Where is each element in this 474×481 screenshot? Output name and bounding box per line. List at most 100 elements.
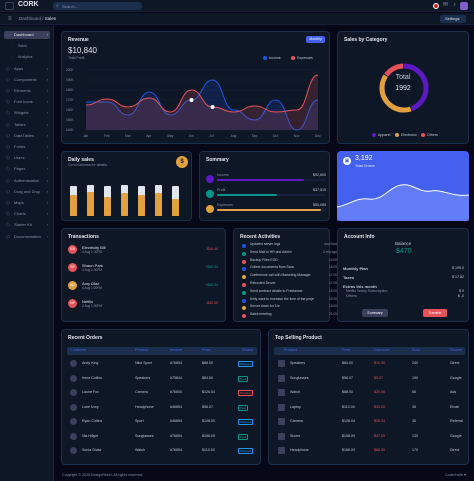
sidebar-item[interactable]: ◇ Components › — [4, 76, 50, 84]
column-header[interactable]: Product — [284, 348, 298, 352]
sidebar-item[interactable]: ◇ Pages › — [4, 165, 50, 173]
column-header[interactable]: Source — [450, 348, 463, 352]
table-row[interactable]: Watch $88.00 $20.00 66 Ads — [269, 389, 470, 401]
product-name: Watch — [135, 448, 146, 452]
data-point[interactable] — [189, 98, 194, 102]
daily-bar-fill — [104, 197, 111, 216]
sidebar-item[interactable]: ◇ Charts › — [4, 210, 50, 218]
sidebar: ◇ Dashboard › · Sales · Analytics ◇ Apps › ◇ Compon… — [0, 26, 54, 481]
sidebar-item[interactable]: ◇ Starter Kit › — [4, 221, 50, 229]
daily-bar[interactable] — [155, 185, 162, 216]
sidebar-item[interactable]: ◇ Documentation › — [4, 233, 50, 241]
column-header[interactable]: Product — [135, 348, 149, 352]
language-flag-icon[interactable] — [433, 3, 439, 9]
sidebar-item[interactable]: · Sales — [4, 42, 50, 50]
column-header[interactable]: Discount — [374, 348, 389, 352]
transaction-row[interactable]: AD Amy Diaz 4 Aug 1:00PM +$66.44 — [68, 279, 218, 295]
column-header[interactable]: Price — [342, 348, 351, 352]
daily-bar[interactable] — [70, 186, 77, 216]
activity-item[interactable]: Rebooted Server 17:00 — [242, 281, 337, 290]
sidebar-item[interactable]: ◇ Font Icons › — [4, 98, 50, 106]
sidebar-item[interactable]: ◇ Apps › — [4, 65, 50, 73]
sidebar-item[interactable]: ◇ Elements › — [4, 87, 50, 95]
table-row[interactable]: Sunglasses $56.07 $5.07 190 Google — [269, 374, 470, 387]
activity-item[interactable]: Send Mail to HR and Admin 2 min ago — [242, 250, 337, 259]
table-row[interactable]: Shoes $108.09 $47.09 130 Google — [269, 432, 470, 445]
sidebar-item[interactable]: ◇ DataTables › — [4, 132, 50, 140]
daily-bar[interactable] — [121, 185, 128, 216]
sidebar-item[interactable]: ◇ Forms › — [4, 143, 50, 151]
table-row[interactable]: Laurie Fox Camera #76800 $126.04 Pending — [62, 389, 262, 401]
sidebar-item-label: Charts — [14, 211, 26, 217]
column-header[interactable]: Sold — [412, 348, 420, 352]
menu-toggle-icon[interactable]: ≡ — [8, 16, 12, 22]
daily-bar[interactable] — [104, 185, 111, 216]
table-row[interactable]: Camera $126.04 $26.04 30 Referral — [269, 418, 470, 430]
donut-slice-apparel[interactable] — [379, 63, 429, 113]
table-row[interactable]: Ryan Collins Sport #46894 $108.00 Shipped — [62, 418, 262, 430]
airplay-icon: ◇ — [6, 110, 10, 117]
sales-category-card: Sales by Category Total 1992 Apparel Ele… — [337, 31, 469, 144]
table-row[interactable]: Speakers $84.00 $10.00 240 Direct — [269, 360, 470, 372]
table-row[interactable]: Andy King Nike Sport #76894 $88.00 Shipped — [62, 360, 262, 372]
activity-item[interactable]: Conference call with Marketing Manager 17… — [242, 273, 337, 282]
sidebar-item[interactable]: · Analytics — [4, 53, 50, 61]
transaction-row[interactable]: NF Netflix 4 Aug 1:00PM -$32.00 — [68, 297, 218, 313]
sidebar-item[interactable]: ◇ Maps › — [4, 199, 50, 207]
transaction-avatar: SP — [68, 263, 77, 272]
traffic-source: Email — [450, 404, 459, 409]
user-avatar[interactable] — [460, 2, 468, 10]
table-row[interactable]: Nia Hillyer Sunglasses #76894 $168.09 Paid — [62, 432, 262, 445]
dollar-icon: $ — [176, 156, 188, 168]
data-point[interactable] — [210, 105, 215, 109]
summary-icon — [206, 205, 214, 213]
logo-icon[interactable] — [5, 2, 14, 10]
table-row[interactable]: Laptop $110.00 $33.00 35 Email — [269, 403, 470, 416]
sidebar-item[interactable]: ◇ Authentication › — [4, 177, 50, 185]
sidebar-item[interactable]: ◇ Dashboard › — [4, 31, 50, 39]
transaction-row[interactable]: EB Electricity Bill 4 Aug 1:00PM -$16.44 — [68, 243, 218, 259]
sidebar-item[interactable]: ◇ Tables › — [4, 121, 50, 129]
mail-icon[interactable]: ✉ — [442, 2, 449, 8]
donut-slice-electronic[interactable] — [379, 63, 429, 113]
table-row[interactable]: Sonia Shaw Watch #76894 $110.00 Shipped — [62, 447, 262, 459]
activity-item[interactable]: Backup Files EOD 14:00 — [242, 258, 337, 267]
search-input[interactable]: ⌕ Search... — [53, 2, 142, 10]
settings-dropdown[interactable]: Settings — [440, 15, 466, 23]
sidebar-item[interactable]: ◇ Widgets › — [4, 109, 50, 117]
activity-item[interactable]: Sales meeting 21:00 — [242, 312, 337, 321]
transaction-row[interactable]: SP Shaun Park 4 Aug 1:00PM +$66.44 — [68, 261, 218, 277]
transfer-button[interactable]: Transfer — [423, 309, 447, 317]
daily-bar[interactable] — [172, 186, 179, 216]
activity-item[interactable]: Server down for 1hr 19:00 — [242, 304, 337, 313]
daily-bar-fill — [138, 195, 145, 216]
period-dropdown[interactable]: Monthly — [306, 36, 325, 43]
product-thumbnail — [278, 418, 285, 425]
activity-item[interactable]: Collect documents from Sara 16:00 — [242, 265, 337, 274]
sidebar-item[interactable]: ◇ Drag and Drop › — [4, 188, 50, 196]
price: $110.00 — [342, 404, 355, 409]
column-header[interactable]: Price — [202, 348, 211, 352]
daily-bar[interactable] — [138, 186, 145, 216]
table-row[interactable]: Headphone $168.09 $60.09 170 Direct — [269, 447, 470, 459]
activity-item[interactable]: Kelly want to increase the time of the p… — [242, 297, 337, 306]
summary-button[interactable]: Summary — [362, 309, 388, 317]
column-header[interactable]: Customer — [70, 348, 87, 352]
table-row[interactable]: Luke Ivory Headphone #46894 $56.07 Paid — [62, 403, 262, 416]
column-header[interactable]: Status — [242, 348, 253, 352]
activity-text: Kelly want to increase the time of the p… — [250, 296, 314, 301]
daily-bar[interactable] — [87, 185, 94, 216]
activity-item[interactable]: Updated server logs Just Now — [242, 242, 337, 251]
transaction-name: Amy Diaz — [82, 281, 100, 286]
activity-item[interactable]: Send contract details to Freelancer 18:00 — [242, 289, 337, 298]
y-tick-label: 190K — [66, 78, 74, 82]
column-header[interactable]: Invoice — [170, 348, 183, 352]
summary-icon — [206, 190, 214, 198]
sidebar-item[interactable]: ◇ Users › — [4, 154, 50, 162]
app-name[interactable]: CORK — [18, 1, 39, 8]
chevron-right-icon: › — [46, 222, 48, 228]
table-row[interactable]: Irene Collins Speakers #75844 $84.00 Paid — [62, 374, 262, 387]
bell-icon[interactable]: ♪ — [453, 2, 456, 8]
lock-icon: ◇ — [6, 177, 10, 184]
sidebar-item-label: Components — [14, 76, 37, 82]
